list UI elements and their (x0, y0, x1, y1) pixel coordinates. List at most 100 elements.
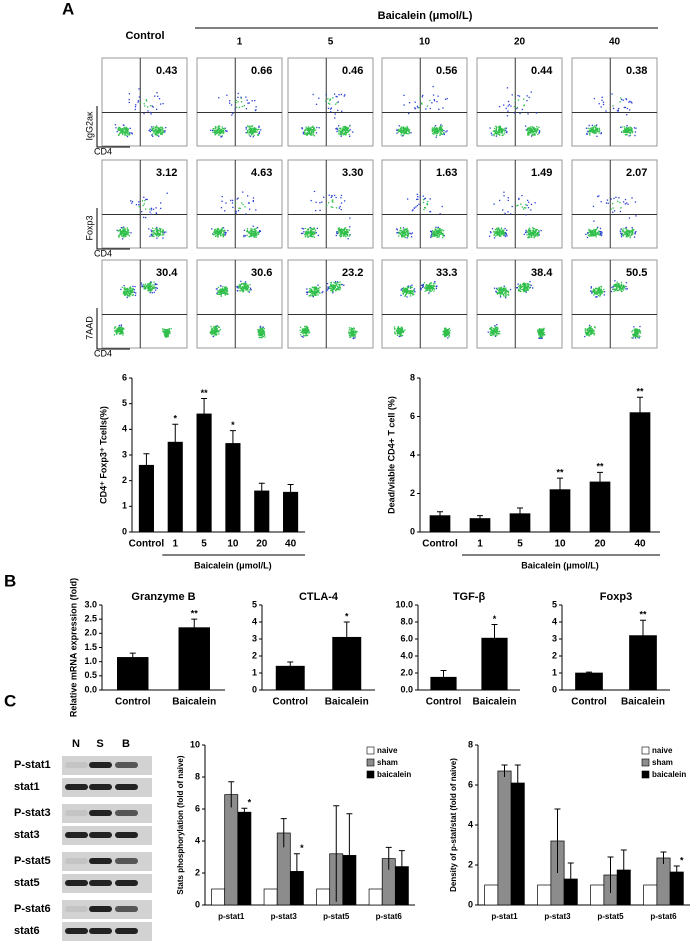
event-dot (403, 288, 404, 289)
event-dot (153, 209, 154, 210)
event-dot (629, 237, 630, 238)
event-dot (504, 235, 505, 236)
event-dot (623, 201, 624, 202)
event-dot (321, 201, 322, 202)
event-dot (440, 126, 441, 127)
event-dot (130, 292, 131, 293)
event-dot (162, 237, 163, 238)
event-dot (338, 133, 339, 134)
event-dot (495, 327, 496, 328)
event-dot (244, 230, 245, 231)
event-dot (526, 234, 527, 235)
event-dot (160, 103, 161, 104)
event-dot (132, 133, 133, 134)
event-dot (248, 287, 249, 288)
event-dot (589, 335, 590, 336)
event-dot (618, 197, 619, 198)
event-dot (433, 291, 434, 292)
event-dot (244, 105, 245, 106)
x-tick-label: Control (115, 697, 151, 708)
event-dot (541, 336, 542, 337)
bar (117, 657, 148, 690)
event-dot (246, 235, 247, 236)
event-dot (592, 125, 593, 126)
event-dot (397, 130, 398, 131)
event-dot (153, 234, 154, 235)
y-tick-label: 3 (552, 633, 557, 643)
event-dot (442, 331, 443, 332)
y-tick-label: 0.0 (400, 684, 413, 694)
event-dot (328, 103, 329, 104)
event-dot (600, 233, 601, 234)
event-dot (529, 284, 530, 285)
event-dot (406, 296, 407, 297)
event-dot (632, 334, 633, 335)
event-dot (338, 101, 339, 102)
event-dot (503, 195, 504, 196)
event-dot (125, 130, 126, 131)
event-dot (155, 126, 156, 127)
event-dot (618, 110, 619, 111)
event-dot (311, 232, 312, 233)
event-dot (162, 127, 163, 128)
event-dot (625, 288, 626, 289)
event-dot (618, 283, 619, 284)
event-dot (601, 235, 602, 236)
event-dot (628, 101, 629, 102)
event-dot (245, 290, 246, 291)
event-dot (489, 333, 490, 334)
event-dot (424, 282, 425, 283)
y-tick-label: 0 (252, 684, 257, 694)
event-dot (345, 233, 346, 234)
event-dot (150, 105, 151, 106)
event-dot (438, 233, 439, 234)
event-dot (129, 102, 130, 103)
event-dot (440, 124, 441, 125)
event-dot (158, 128, 159, 129)
event-dot (315, 293, 316, 294)
event-dot (631, 101, 632, 102)
event-dot (411, 233, 412, 234)
event-dot (157, 129, 158, 130)
event-dot (406, 128, 407, 129)
event-dot (312, 126, 313, 127)
event-dot (398, 329, 399, 330)
event-dot (528, 202, 529, 203)
event-dot (319, 210, 320, 211)
chart-title: TGF-β (453, 591, 486, 603)
event-dot (620, 233, 621, 234)
event-dot (506, 128, 507, 129)
event-dot (142, 200, 143, 201)
event-dot (153, 131, 154, 132)
event-dot (601, 201, 602, 202)
event-dot (162, 328, 163, 329)
event-dot (507, 87, 508, 88)
event-dot (127, 290, 128, 291)
event-dot (536, 126, 537, 127)
event-dot (158, 236, 159, 237)
event-dot (620, 127, 621, 128)
event-dot (151, 229, 152, 230)
event-dot (306, 333, 307, 334)
event-dot (444, 334, 445, 335)
event-dot (599, 129, 600, 130)
event-dot (156, 234, 157, 235)
quadrant-value: 30.6 (251, 267, 272, 279)
event-dot (491, 335, 492, 336)
x-tick-label: Baicalein (325, 697, 369, 708)
event-dot (335, 197, 336, 198)
event-dot (247, 288, 248, 289)
event-dot (591, 234, 592, 235)
event-dot (338, 94, 339, 95)
event-dot (327, 98, 328, 99)
event-dot (397, 335, 398, 336)
event-dot (530, 128, 531, 129)
event-dot (339, 281, 340, 282)
chart-title: Foxp3 (600, 591, 632, 603)
event-dot (123, 230, 124, 231)
event-dot (494, 325, 495, 326)
event-dot (258, 127, 259, 128)
event-dot (627, 204, 628, 205)
event-dot (259, 331, 260, 332)
event-dot (537, 129, 538, 130)
